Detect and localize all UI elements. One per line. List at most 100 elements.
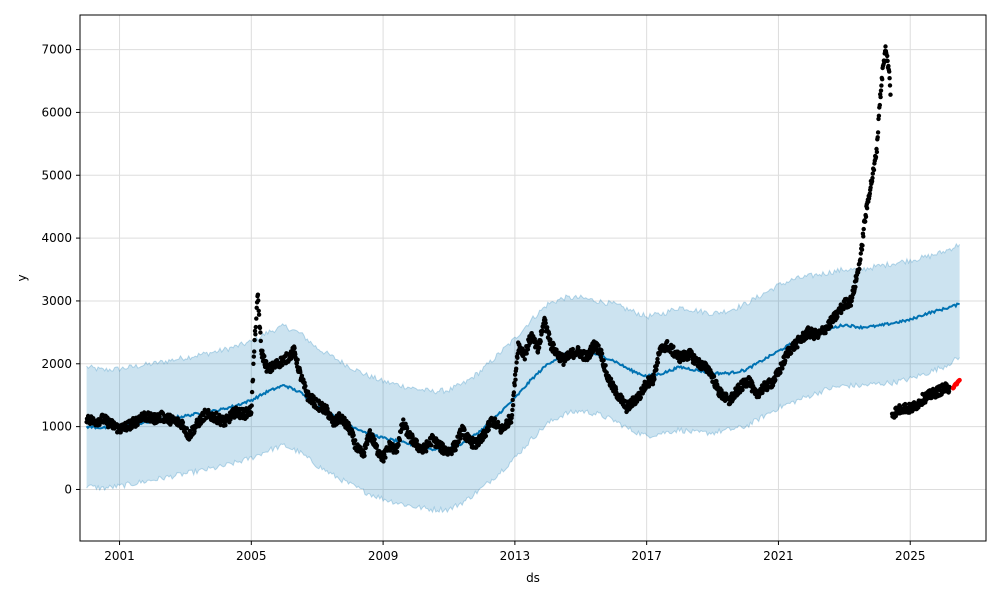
observed-point [254,316,259,321]
observed-point [293,352,298,357]
observed-point [869,179,875,184]
observed-point [522,357,527,362]
observed-point [250,377,256,383]
observed-point [372,437,377,442]
observed-point [871,167,877,173]
observed-point [780,366,785,371]
observed-points [84,44,962,464]
observed-point [180,420,186,425]
x-tick-label: 2005 [236,549,267,563]
observed-point [877,102,882,108]
observed-point [525,347,531,352]
observed-point [551,342,556,347]
observed-point [365,442,370,447]
plot-area [80,15,986,541]
observed-point [249,389,255,395]
observed-point [599,347,604,353]
observed-point [654,367,659,372]
observed-point [251,361,256,366]
observed-point [512,372,518,377]
observed-point [543,320,548,326]
observed-point [264,359,269,364]
observed-point [262,354,267,359]
observed-point [492,416,498,421]
observed-point [228,417,233,422]
observed-point [456,439,461,445]
plot-frame [79,14,987,542]
observed-point [547,331,552,337]
observed-point [410,434,415,439]
observed-point [886,63,891,69]
observed-point [875,135,880,140]
observed-point [850,295,855,300]
observed-point [253,324,258,330]
observed-point [255,292,261,297]
observed-point [214,410,219,415]
observed-point [383,455,388,460]
observed-point [515,355,520,360]
observed-point [773,377,778,382]
band-lower-edge [86,357,961,514]
observed-point [554,347,559,352]
observed-point [864,206,870,211]
observed-point [596,343,601,348]
observed-point [874,149,880,155]
observed-point [401,417,406,422]
observed-point [292,345,297,351]
observed-point [258,330,263,335]
observed-point [724,392,729,397]
observed-point [885,53,890,59]
observed-point [858,251,863,256]
observed-point [397,437,402,443]
observed-point [880,77,885,82]
observed-point [249,403,254,408]
observed-point [887,83,893,88]
observed-point [347,423,352,428]
observed-point [828,324,834,329]
x-tick-label: 2017 [631,549,662,563]
observed-point [252,337,257,343]
x-tick-label: 2001 [104,549,135,563]
observed-point [135,422,140,428]
observed-point [561,362,566,367]
observed-point [269,368,275,373]
observed-point [483,433,489,439]
observed-point [258,338,263,344]
observed-point [257,325,263,331]
observed-point [887,76,892,81]
y-axis-label: y [15,274,29,281]
observed-point [870,175,875,181]
observed-point [362,453,367,458]
observed-point [870,171,875,176]
y-tick-label: 6000 [41,105,72,119]
observed-point [897,404,903,409]
observed-point [424,449,429,454]
observed-point [686,356,691,362]
observed-point [458,436,463,441]
observed-point [883,44,888,49]
observed-point [429,443,434,448]
observed-point [260,348,265,353]
observed-point [486,427,491,433]
observed-point [295,357,300,362]
observed-point [509,420,514,425]
observed-point [454,443,460,448]
observed-point [888,92,893,97]
y-tick-label: 4000 [41,231,72,245]
observed-point [655,360,661,365]
observed-point [509,413,515,418]
uncertainty-band [86,242,961,514]
observed-point [863,214,869,219]
observed-point [302,380,307,385]
observed-point [462,427,467,433]
observed-point [570,346,575,352]
observed-point [861,226,866,232]
observed-point [298,370,303,375]
observed-point [381,459,386,464]
observed-point [671,344,676,349]
x-axis-label: ds [526,571,540,585]
observed-point [514,366,519,371]
observed-point [878,94,883,100]
y-tick-label: 5000 [41,168,72,182]
